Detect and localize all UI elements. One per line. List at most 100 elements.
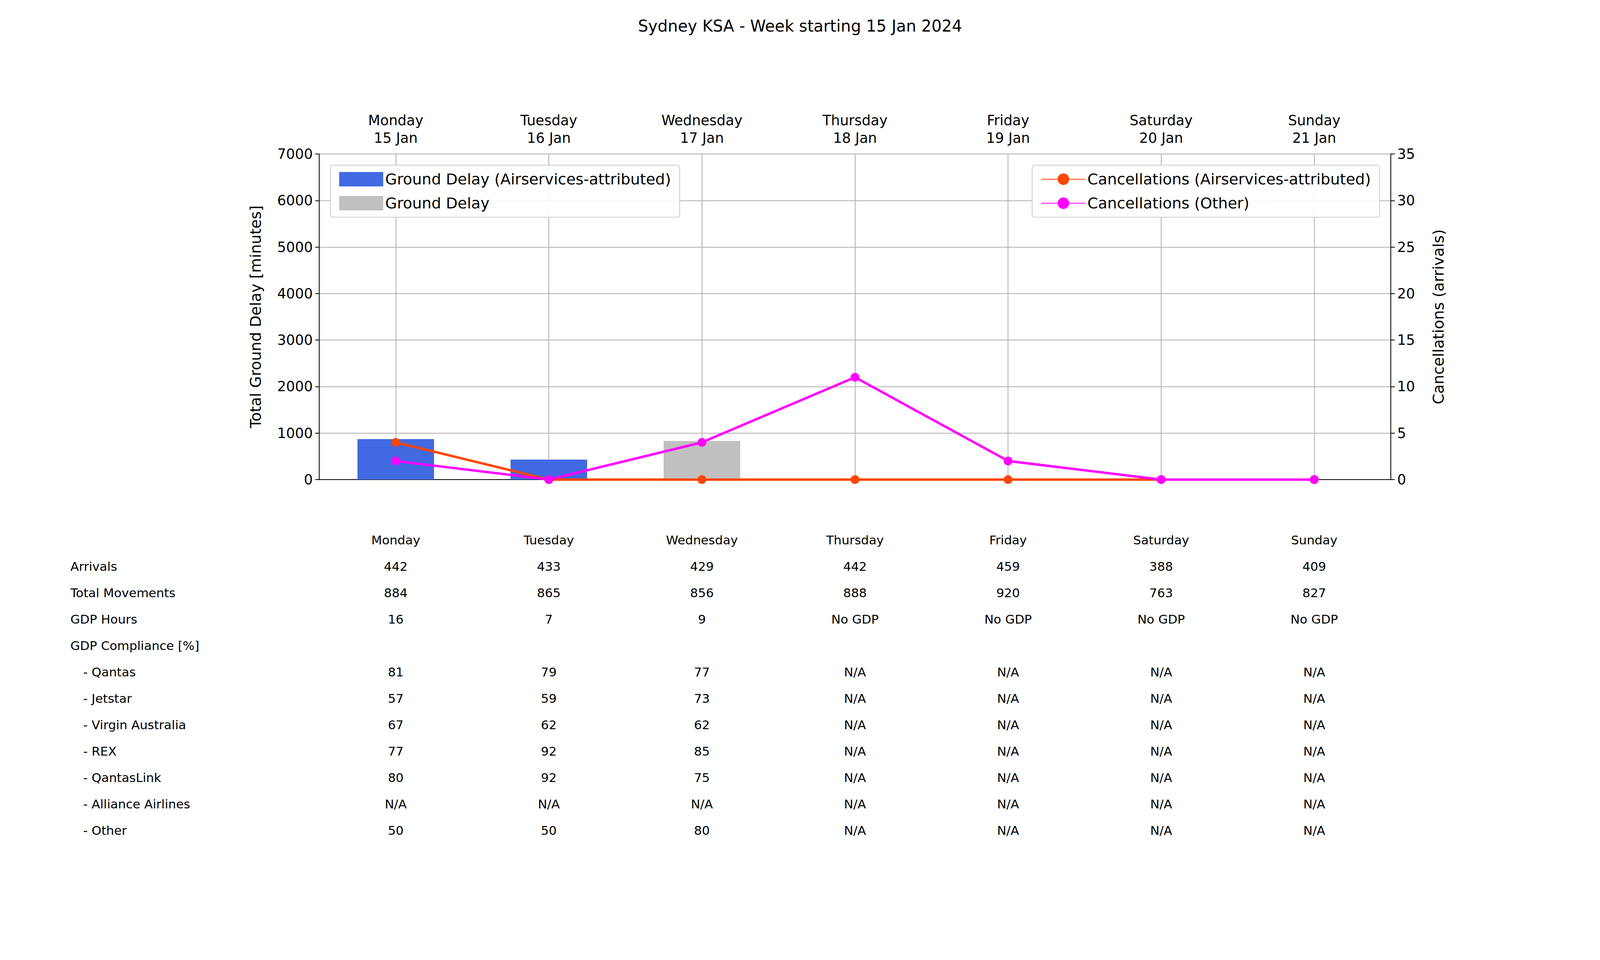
svg-text:Cancellations (arrivals): Cancellations (arrivals) [1429,229,1448,404]
svg-text:Monday: Monday [368,112,424,129]
svg-text:409: 409 [1302,559,1326,574]
svg-text:18 Jan: 18 Jan [833,130,878,146]
svg-text:- Jetstar: - Jetstar [83,691,132,706]
svg-text:75: 75 [694,770,710,785]
svg-text:459: 459 [996,559,1020,574]
svg-text:7000: 7000 [277,146,313,162]
svg-text:9: 9 [698,612,706,627]
svg-text:17 Jan: 17 Jan [680,130,724,146]
svg-text:N/A: N/A [844,717,866,732]
svg-text:N/A: N/A [997,770,1020,785]
svg-text:Thursday: Thursday [822,112,888,129]
svg-text:- Qantas: - Qantas [83,664,136,680]
svg-text:Saturday: Saturday [1129,112,1193,129]
svg-text:Wednesday: Wednesday [661,112,743,129]
svg-text:25: 25 [1397,239,1416,256]
svg-text:N/A: N/A [1303,796,1326,812]
svg-text:Thursday: Thursday [825,532,884,548]
svg-text:5000: 5000 [277,239,313,256]
svg-text:- Virgin Australia: - Virgin Australia [83,717,186,732]
svg-text:N/A: N/A [690,796,713,812]
svg-text:Monday: Monday [371,532,420,548]
svg-text:3000: 3000 [277,332,313,348]
svg-text:15 Jan: 15 Jan [374,130,418,146]
svg-text:N/A: N/A [1150,770,1173,785]
svg-text:2000: 2000 [277,378,313,395]
svg-text:Ground Delay: Ground Delay [385,194,490,212]
svg-text:N/A: N/A [997,717,1020,732]
svg-text:N/A: N/A [538,796,560,812]
svg-text:59: 59 [540,691,557,706]
svg-text:N/A: N/A [1303,717,1326,732]
svg-text:Sunday: Sunday [1288,112,1341,129]
svg-text:N/A: N/A [1150,717,1173,732]
svg-text:Wednesday: Wednesday [666,532,738,548]
svg-text:Sydney KSA - Week starting 15: Sydney KSA - Week starting 15 Jan 2024 [638,16,962,36]
svg-text:No GDP: No GDP [984,612,1032,627]
svg-text:Sunday: Sunday [1291,532,1338,548]
svg-text:Ground Delay (Airservices-attr: Ground Delay (Airservices-attributed) [385,170,671,188]
svg-text:7: 7 [544,612,553,627]
svg-text:- Other: - Other [83,823,127,838]
svg-text:N/A: N/A [844,796,866,812]
svg-text:81: 81 [388,664,404,680]
svg-text:50: 50 [540,823,557,838]
svg-text:N/A: N/A [997,691,1020,706]
svg-text:N/A: N/A [1303,823,1326,838]
svg-text:1000: 1000 [277,425,313,442]
svg-text:Saturday: Saturday [1133,532,1190,548]
svg-text:79: 79 [540,664,557,680]
svg-text:57: 57 [388,691,404,706]
svg-text:No GDP: No GDP [1137,612,1186,627]
svg-text:827: 827 [1302,585,1326,600]
svg-text:4000: 4000 [277,285,313,302]
svg-text:388: 388 [1149,559,1173,574]
svg-text:N/A: N/A [384,796,407,812]
svg-text:19 Jan: 19 Jan [986,130,1030,146]
svg-text:N/A: N/A [997,664,1020,680]
svg-text:73: 73 [694,691,710,706]
svg-text:Cancellations (Other): Cancellations (Other) [1087,194,1250,212]
svg-text:433: 433 [536,559,561,574]
svg-text:429: 429 [690,559,714,574]
svg-text:442: 442 [384,559,408,574]
svg-text:N/A: N/A [1150,744,1173,759]
svg-text:N/A: N/A [1303,744,1326,759]
svg-text:N/A: N/A [997,744,1020,759]
svg-text:N/A: N/A [1303,691,1326,706]
svg-text:N/A: N/A [844,664,866,680]
svg-text:Friday: Friday [989,532,1027,548]
svg-text:No GDP: No GDP [1290,612,1338,627]
svg-text:- REX: - REX [83,744,117,759]
svg-text:N/A: N/A [1150,796,1173,812]
svg-text:442: 442 [843,559,867,574]
svg-text:N/A: N/A [844,823,866,838]
svg-text:N/A: N/A [1303,664,1326,680]
svg-text:20 Jan: 20 Jan [1139,130,1184,146]
svg-text:856: 856 [690,585,714,600]
svg-text:16 Jan: 16 Jan [526,130,571,146]
svg-text:0: 0 [304,471,313,488]
svg-text:888: 888 [843,585,867,600]
svg-text:N/A: N/A [997,796,1020,812]
svg-text:15: 15 [1397,332,1416,348]
svg-text:Tuesday: Tuesday [520,112,578,129]
svg-text:GDP Hours: GDP Hours [70,612,138,627]
svg-text:35: 35 [1397,146,1416,162]
svg-text:62: 62 [694,717,710,732]
svg-text:Cancellations (Airservices-att: Cancellations (Airservices-attributed) [1087,170,1371,188]
svg-text:92: 92 [540,770,557,785]
svg-text:6000: 6000 [277,192,313,209]
svg-text:30: 30 [1397,192,1416,209]
svg-text:865: 865 [536,585,561,600]
svg-text:N/A: N/A [844,691,866,706]
svg-text:N/A: N/A [844,770,866,785]
svg-text:0: 0 [1397,471,1406,488]
svg-text:- Alliance Airlines: - Alliance Airlines [83,796,190,812]
svg-text:N/A: N/A [844,744,866,759]
svg-text:920: 920 [996,585,1020,600]
svg-text:Tuesday: Tuesday [523,532,574,548]
svg-text:5: 5 [1397,425,1406,442]
svg-text:80: 80 [694,823,710,838]
svg-text:Total Ground Delay [minutes]: Total Ground Delay [minutes] [246,205,265,429]
